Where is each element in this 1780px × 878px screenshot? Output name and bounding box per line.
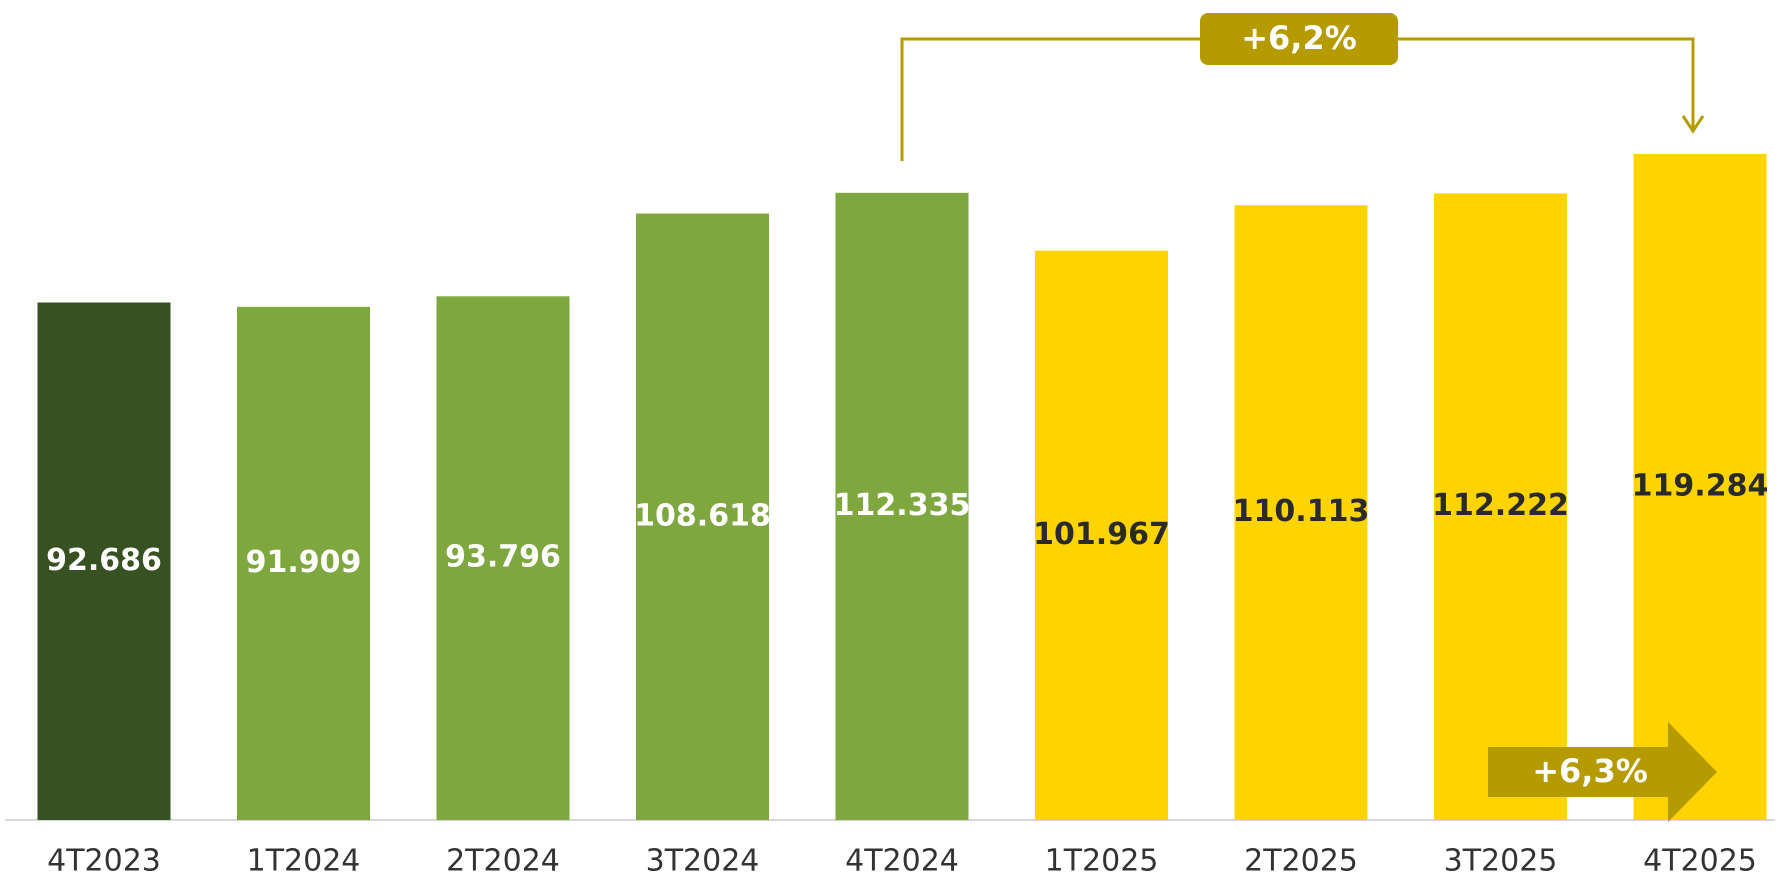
annotations: +6,2% +6,3% [900,13,1717,822]
bar [1633,154,1767,820]
bar [436,296,570,820]
bar [37,302,171,820]
bar [1035,250,1168,820]
value-label: 112.222 [1432,488,1569,523]
bar [237,306,370,820]
x-tick-label: 2T2025 [1244,844,1358,878]
bar [1434,193,1567,820]
x-tick-label: 4T2023 [47,844,161,878]
value-label: 92.686 [46,543,162,578]
value-label: 91.909 [246,545,362,580]
x-tick-label: 3T2025 [1444,844,1558,878]
bar [636,213,769,820]
x-tick-label: 1T2024 [247,844,361,878]
annotation: +6,2% [1241,19,1357,57]
value-label: 93.796 [445,540,561,575]
x-tick-label: 3T2024 [646,844,760,878]
bar [835,192,969,820]
x-tick-label: 4T2024 [845,844,959,878]
growth-arrow [1488,722,1717,822]
annotation-box [1200,13,1398,65]
value-label: 119.284 [1632,469,1769,504]
annotation: +6,3% [1532,752,1648,790]
value-label: 108.618 [634,498,771,533]
x-tick-label: 4T2025 [1643,844,1757,878]
x-tick-label: 2T2024 [446,844,560,878]
value-label: 101.967 [1033,517,1170,552]
bar [1234,205,1368,820]
x-tick-label: 1T2025 [1045,844,1159,878]
arrow-head [1681,115,1705,134]
value-label: 112.335 [834,488,971,523]
value-label: 110.113 [1233,494,1370,529]
